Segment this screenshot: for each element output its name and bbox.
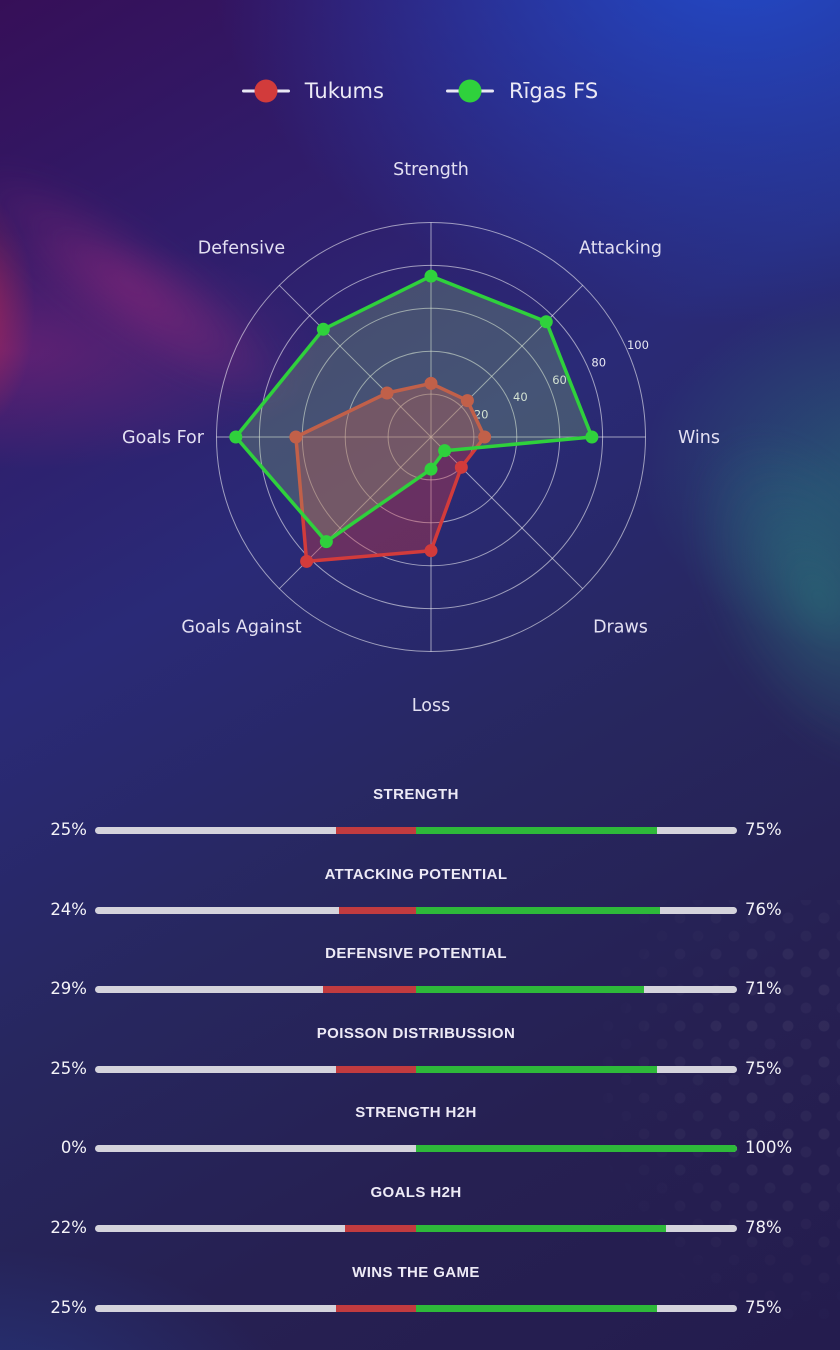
comparison-bar-track <box>95 1304 737 1312</box>
comparison-bar-title: GOALS H2H <box>370 1184 462 1201</box>
comparison-bar-row: GOALS H2H 22% 78% <box>0 1182 840 1256</box>
legend-label-home-team: Tukums <box>304 79 384 103</box>
chart-legend: Tukums Rīgas FS <box>0 78 840 104</box>
comparison-bar-green-segment <box>416 1065 657 1073</box>
comparison-bar-right-percent: 75% <box>745 820 782 839</box>
radar-data-point <box>424 376 438 390</box>
comparison-bar-row: DEFENSIVE POTENTIAL 29% 71% <box>0 943 840 1017</box>
radar-data-point <box>585 430 599 444</box>
comparison-bar-red-segment <box>345 1225 416 1232</box>
red-dot-icon <box>254 79 278 103</box>
radar-data-point <box>229 430 243 444</box>
comparison-bar-track <box>95 986 737 994</box>
comparison-bar-right-percent: 78% <box>745 1218 782 1237</box>
comparison-bar-red-segment <box>335 1065 416 1073</box>
legend-item-away-team: Rīgas FS <box>446 78 598 104</box>
radar-data-point <box>319 535 333 549</box>
comparison-bar-right-percent: 75% <box>745 1297 782 1317</box>
comparison-bar-row: STRENGTH H2H 0% 100% <box>0 1102 840 1176</box>
radar-data-point <box>289 430 303 444</box>
comparison-bar-red-segment <box>335 827 416 834</box>
comparison-bar-green-segment <box>416 986 644 994</box>
comparison-bar-title: STRENGTH <box>373 786 459 803</box>
radar-data-point <box>300 554 314 568</box>
comparison-bar-track <box>95 1065 737 1073</box>
background-dot-pattern <box>590 900 840 1330</box>
radar-axis-label: Strength <box>393 160 469 180</box>
green-dot-icon <box>458 79 482 103</box>
comparison-bar-title: DEFENSIVE POTENTIAL <box>325 945 507 963</box>
comparison-bar-row: WINS THE GAME 25% 75% <box>0 1262 840 1336</box>
radar-data-point <box>539 315 553 329</box>
radar-axis-label: Attacking <box>579 238 662 258</box>
radar-data-point <box>438 444 452 458</box>
comparison-bar-left-percent: 29% <box>50 979 87 999</box>
comparison-bar-row: STRENGTH 25% 75% <box>0 784 840 858</box>
comparison-bar-left-percent: 0% <box>60 1138 87 1158</box>
radar-data-point <box>460 394 474 408</box>
comparison-bar-green-segment <box>416 827 657 834</box>
comparison-bar-row: POISSON DISTRIBUSSION 25% 75% <box>0 1023 840 1097</box>
legend-marker-red-icon <box>242 78 290 104</box>
radar-tick-label: 100 <box>627 338 649 352</box>
radar-data-point <box>380 386 394 400</box>
comparison-bar-right-percent: 100% <box>745 1138 793 1158</box>
comparison-bar-title: STRENGTH H2H <box>355 1104 477 1122</box>
radar-tick-label: 80 <box>591 355 606 369</box>
radar-data-point <box>424 544 438 558</box>
comparison-bar-track <box>95 906 737 914</box>
comparison-bar-left-percent: 25% <box>50 820 87 839</box>
radar-data-point <box>454 460 468 474</box>
radar-tick-label: 40 <box>513 390 528 404</box>
radar-axis-label: Loss <box>412 696 450 716</box>
comparison-bar-title: POISSON DISTRIBUSSION <box>316 1024 516 1042</box>
comparison-bar-track <box>95 1145 737 1153</box>
comparison-bar-red-segment <box>322 986 416 994</box>
radar-axis-label: Goals Against <box>181 618 301 638</box>
comparison-bar-title: ATTACKING POTENTIAL <box>324 865 508 883</box>
comparison-bar-right-percent: 76% <box>745 899 782 919</box>
comparison-bar-left-percent: 25% <box>50 1058 87 1078</box>
radar-data-point <box>478 430 492 444</box>
legend-marker-green-icon <box>446 78 494 104</box>
radar-data-point <box>424 269 438 283</box>
comparison-bar-left-percent: 24% <box>50 899 87 919</box>
radar-chart: 20406080100StrengthAttackingWinsDrawsLos… <box>122 160 720 716</box>
radar-axis-label: Goals For <box>122 428 205 448</box>
radar-tick-label: 60 <box>552 373 567 387</box>
comparison-bar-green-segment <box>416 1304 657 1312</box>
legend-item-home-team: Tukums <box>242 78 384 104</box>
comparison-bar-red-segment <box>335 1304 416 1312</box>
comparison-bar-title: WINS THE GAME <box>352 1263 480 1281</box>
comparison-bar-track <box>95 1225 737 1232</box>
comparison-bar-green-segment <box>416 906 660 914</box>
comparison-bar-green-segment <box>416 1145 737 1153</box>
comparison-bar-right-percent: 71% <box>745 979 782 999</box>
radar-axis-label: Defensive <box>198 238 285 258</box>
radar-axis-label: Draws <box>593 618 648 638</box>
comparison-bar-left-percent: 25% <box>50 1297 87 1317</box>
comparison-bar-right-percent: 75% <box>745 1058 782 1078</box>
radar-data-point <box>316 322 330 336</box>
comparison-bar-left-percent: 22% <box>50 1218 87 1237</box>
radar-data-point <box>424 462 438 476</box>
comparison-bar-row: ATTACKING POTENTIAL 24% 76% <box>0 864 840 938</box>
comparison-bar-track <box>95 827 737 834</box>
radar-axis-label: Wins <box>678 428 720 448</box>
comparison-bar-green-segment <box>416 1225 667 1232</box>
comparison-bar-red-segment <box>338 906 416 914</box>
legend-label-away-team: Rīgas FS <box>508 79 599 103</box>
